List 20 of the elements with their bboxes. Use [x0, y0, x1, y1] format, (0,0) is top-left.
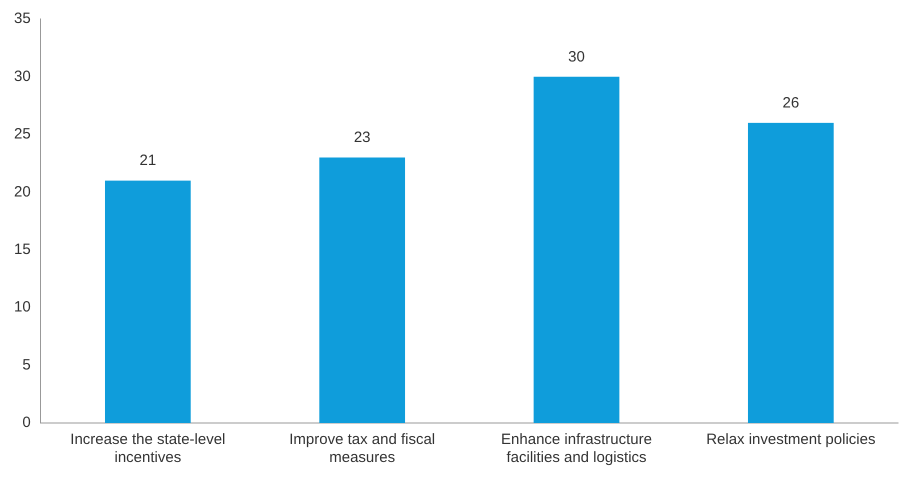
- bar: [104, 180, 191, 423]
- x-tick-label: Relax investment policies: [706, 431, 876, 448]
- y-tick-label: 25: [14, 126, 31, 143]
- y-tick-label: 5: [22, 356, 31, 374]
- x-tick-label: Increase the state-level incentives: [70, 431, 226, 466]
- y-tick-label: 15: [14, 241, 31, 258]
- data-label: 21: [140, 152, 156, 170]
- x-tick-label: Improve tax and fiscal measures: [289, 431, 436, 466]
- bar: [748, 122, 834, 423]
- y-tick-label: 10: [14, 298, 31, 316]
- data-label: 26: [782, 94, 800, 112]
- y-tick-label: 35: [14, 10, 31, 28]
- y-tick-label: 20: [14, 183, 31, 200]
- data-label: 23: [354, 129, 371, 146]
- y-tick-label: 30: [14, 68, 31, 85]
- bar: [319, 158, 406, 423]
- x-tick-label: Enhance infrastructure facilities and logistics: [501, 431, 652, 466]
- data-label: 30: [568, 48, 585, 66]
- bar: [534, 76, 620, 423]
- y-tick-label: 0: [22, 414, 31, 432]
